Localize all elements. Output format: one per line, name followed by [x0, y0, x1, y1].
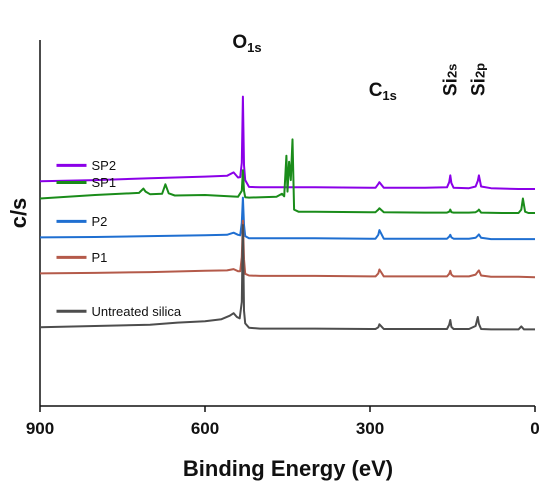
peak-annotations: O1s C1s Si2s Si2p: [232, 32, 489, 103]
x-tick-label: 300: [356, 419, 384, 438]
series-line: [39, 138, 535, 214]
x-axis-ticks: 900 600 300 0: [26, 406, 540, 438]
series-labels: SP2 SP1 P2 P1 Untreated silica: [56, 158, 182, 319]
series-lines: [39, 95, 536, 331]
peak-annotation: Si2s: [440, 64, 461, 96]
series-label: SP1: [92, 175, 117, 190]
x-tick-label: 900: [26, 419, 54, 438]
series-line: [39, 196, 535, 241]
series-line: [39, 95, 535, 190]
x-axis-title: Binding Energy (eV): [183, 456, 393, 481]
plot-frame: [39, 40, 535, 407]
series-label: SP2: [92, 158, 117, 173]
series-line: [39, 224, 535, 331]
peak-annotation: O1s: [232, 32, 261, 55]
peak-annotation: Si2p: [468, 63, 489, 96]
series-line: [39, 219, 536, 279]
y-axis-title: c/s: [6, 198, 31, 229]
series-label: P2: [92, 214, 108, 229]
x-tick-label: 600: [191, 419, 219, 438]
series-label: P1: [92, 250, 108, 265]
series-label: Untreated silica: [92, 304, 182, 319]
peak-annotation: C1s: [369, 80, 397, 103]
x-tick-label: 0: [530, 419, 539, 438]
